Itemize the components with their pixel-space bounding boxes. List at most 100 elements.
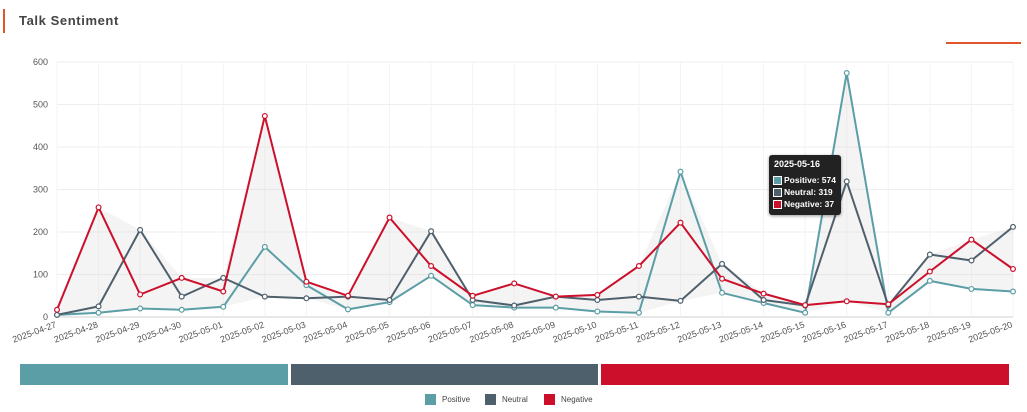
data-point-positive (719, 289, 726, 296)
x-tick-label: 2025-05-17 (842, 319, 889, 344)
data-point-negative (926, 268, 933, 275)
data-point-negative (843, 298, 850, 305)
x-tick-label: 2025-04-27 (11, 319, 58, 344)
y-tick-label: 600 (33, 57, 48, 67)
data-point-negative (386, 214, 393, 221)
data-point-positive (1009, 288, 1016, 295)
data-point-positive (885, 309, 892, 316)
sentiment-line-chart: 01002003004005006002025-04-272025-04-282… (11, 57, 1016, 345)
sentiment-distribution-bar (20, 364, 1009, 385)
data-point-negative (1009, 265, 1016, 272)
tooltip-row-neutral: Neutral: 319 (773, 187, 833, 197)
data-point-neutral (53, 311, 60, 318)
x-tick-label: 2025-05-05 (344, 319, 391, 344)
data-point-neutral (428, 228, 435, 235)
y-tick-label: 0 (43, 312, 48, 322)
data-point-neutral (1009, 223, 1016, 230)
y-tick-label: 500 (33, 100, 48, 110)
data-point-positive (635, 309, 642, 316)
tooltip-swatch-negative (773, 199, 782, 209)
tooltip-text-negative: Negative: 37 (784, 199, 835, 209)
data-point-negative (760, 290, 767, 297)
data-point-negative (802, 302, 809, 309)
legend-label-positive: Positive (442, 394, 471, 404)
y-tick-label: 100 (33, 270, 48, 280)
data-point-negative (469, 292, 476, 299)
legend-label-neutral: Neutral (502, 394, 528, 404)
data-point-negative (261, 112, 268, 119)
series-line-negative (56, 115, 1014, 311)
legend-item-positive[interactable]: Positive (425, 392, 470, 406)
data-point-positive (137, 305, 144, 312)
data-point-neutral (719, 260, 726, 267)
tooltip-row-negative: Negative: 37 (773, 199, 834, 209)
tooltip-row-positive: Positive: 574 (773, 175, 836, 185)
data-point-neutral (220, 274, 227, 281)
data-point-neutral (843, 178, 850, 185)
legend-item-negative[interactable]: Negative (544, 392, 593, 406)
x-tick-label: 2025-05-18 (884, 319, 931, 344)
tooltip-date: 2025-05-16 (774, 159, 821, 169)
distribution-segment-neutral[interactable] (291, 364, 599, 385)
y-tick-label: 300 (33, 185, 48, 195)
data-point-neutral (137, 226, 144, 233)
x-tick-label: 2025-04-29 (94, 319, 141, 344)
data-point-negative (220, 288, 227, 295)
tooltip-text-positive: Positive: 574 (784, 175, 836, 185)
data-point-neutral (95, 303, 102, 310)
legend-swatch-positive (425, 393, 436, 405)
panel-header: Talk Sentiment (0, 6, 1027, 33)
data-point-negative (53, 306, 60, 313)
legend-swatch-negative (544, 393, 555, 405)
data-point-neutral (760, 297, 767, 304)
data-point-negative (719, 275, 726, 282)
title-accent-bar (3, 9, 5, 33)
data-point-negative (137, 291, 144, 298)
tooltip-swatch-neutral (773, 187, 782, 197)
data-point-neutral (926, 251, 933, 258)
data-point-negative (511, 280, 518, 287)
tooltip-swatch-positive (773, 175, 782, 185)
data-point-positive (594, 308, 601, 315)
header-accent-line (946, 42, 1021, 44)
x-tick-label: 2025-05-07 (427, 319, 474, 344)
panel-title: Talk Sentiment (19, 13, 119, 28)
data-point-negative (885, 301, 892, 308)
x-tick-label: 2025-05-15 (759, 319, 806, 344)
distribution-segment-negative[interactable] (601, 364, 1009, 385)
data-point-negative (552, 293, 559, 300)
data-point-negative (677, 219, 684, 226)
data-point-positive (261, 243, 268, 250)
legend-swatch-neutral (485, 393, 496, 405)
data-point-positive (220, 303, 227, 310)
tooltip-text-neutral: Neutral: 319 (784, 187, 833, 197)
data-point-negative (344, 292, 351, 299)
data-point-negative (594, 291, 601, 298)
data-point-neutral (677, 297, 684, 304)
data-point-neutral (968, 257, 975, 264)
x-tick-label: 2025-04-30 (136, 319, 183, 344)
x-tick-label: 2025-05-20 (967, 319, 1014, 344)
x-tick-label: 2025-05-02 (219, 319, 266, 344)
data-point-positive (802, 309, 809, 316)
y-tick-label: 200 (33, 227, 48, 237)
legend-label-negative: Negative (561, 394, 593, 404)
data-point-negative (968, 236, 975, 243)
legend-item-neutral[interactable]: Neutral (485, 392, 528, 406)
data-point-neutral (386, 297, 393, 304)
data-point-positive (552, 304, 559, 311)
data-point-neutral (261, 293, 268, 300)
series-line-positive (56, 72, 1014, 316)
x-tick-label: 2025-05-19 (925, 319, 972, 344)
data-point-positive (843, 70, 850, 77)
data-point-negative (95, 204, 102, 211)
data-point-neutral (635, 293, 642, 300)
data-point-positive (677, 168, 684, 175)
data-point-negative (428, 263, 435, 270)
x-tick-label: 2025-05-14 (718, 319, 765, 344)
data-point-positive (428, 272, 435, 279)
data-point-negative (635, 263, 642, 270)
distribution-segment-positive[interactable] (20, 364, 289, 385)
data-point-positive (178, 306, 185, 313)
data-point-negative (178, 274, 185, 281)
